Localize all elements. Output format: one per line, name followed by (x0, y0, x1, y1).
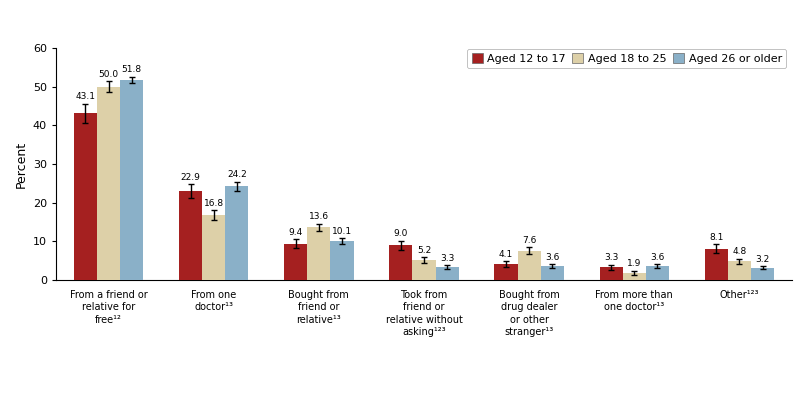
Bar (622, 273, 646, 280)
Bar (179, 192, 202, 280)
Text: 4.1: 4.1 (499, 250, 513, 259)
Text: 5.2: 5.2 (417, 246, 431, 255)
Y-axis label: Percent: Percent (14, 140, 27, 188)
Bar (284, 244, 307, 280)
Text: 43.1: 43.1 (75, 92, 95, 101)
Text: 3.6: 3.6 (650, 253, 665, 262)
Bar (97, 87, 120, 280)
Bar (413, 260, 435, 280)
Bar (202, 215, 226, 280)
Text: 3.3: 3.3 (440, 254, 454, 263)
Text: 1.9: 1.9 (627, 260, 642, 268)
Text: 3.3: 3.3 (604, 253, 618, 262)
Text: 4.8: 4.8 (732, 248, 746, 256)
Text: 51.8: 51.8 (122, 65, 142, 74)
Text: 9.4: 9.4 (289, 228, 303, 237)
Bar (120, 80, 143, 280)
Bar (390, 245, 413, 280)
Legend: Aged 12 to 17, Aged 18 to 25, Aged 26 or older: Aged 12 to 17, Aged 18 to 25, Aged 26 or… (467, 49, 786, 68)
Bar (646, 266, 669, 280)
Bar (518, 251, 541, 280)
Bar (330, 241, 354, 280)
Text: 3.2: 3.2 (755, 255, 770, 264)
Bar (74, 113, 97, 280)
Bar (226, 186, 249, 280)
Bar (705, 249, 728, 280)
Text: 8.1: 8.1 (709, 233, 723, 242)
Text: 10.1: 10.1 (332, 227, 352, 236)
Bar (751, 268, 774, 280)
Text: 22.9: 22.9 (181, 173, 201, 182)
Bar (494, 264, 518, 280)
Bar (728, 262, 751, 280)
Text: 24.2: 24.2 (227, 170, 246, 180)
Text: 16.8: 16.8 (204, 199, 224, 208)
Bar (435, 267, 458, 280)
Text: 9.0: 9.0 (394, 229, 408, 238)
Text: 13.6: 13.6 (309, 212, 329, 221)
Text: 3.6: 3.6 (545, 253, 559, 262)
Bar (541, 266, 564, 280)
Bar (307, 228, 330, 280)
Text: 7.6: 7.6 (522, 236, 536, 245)
Bar (599, 267, 622, 280)
Text: 50.0: 50.0 (98, 70, 118, 78)
